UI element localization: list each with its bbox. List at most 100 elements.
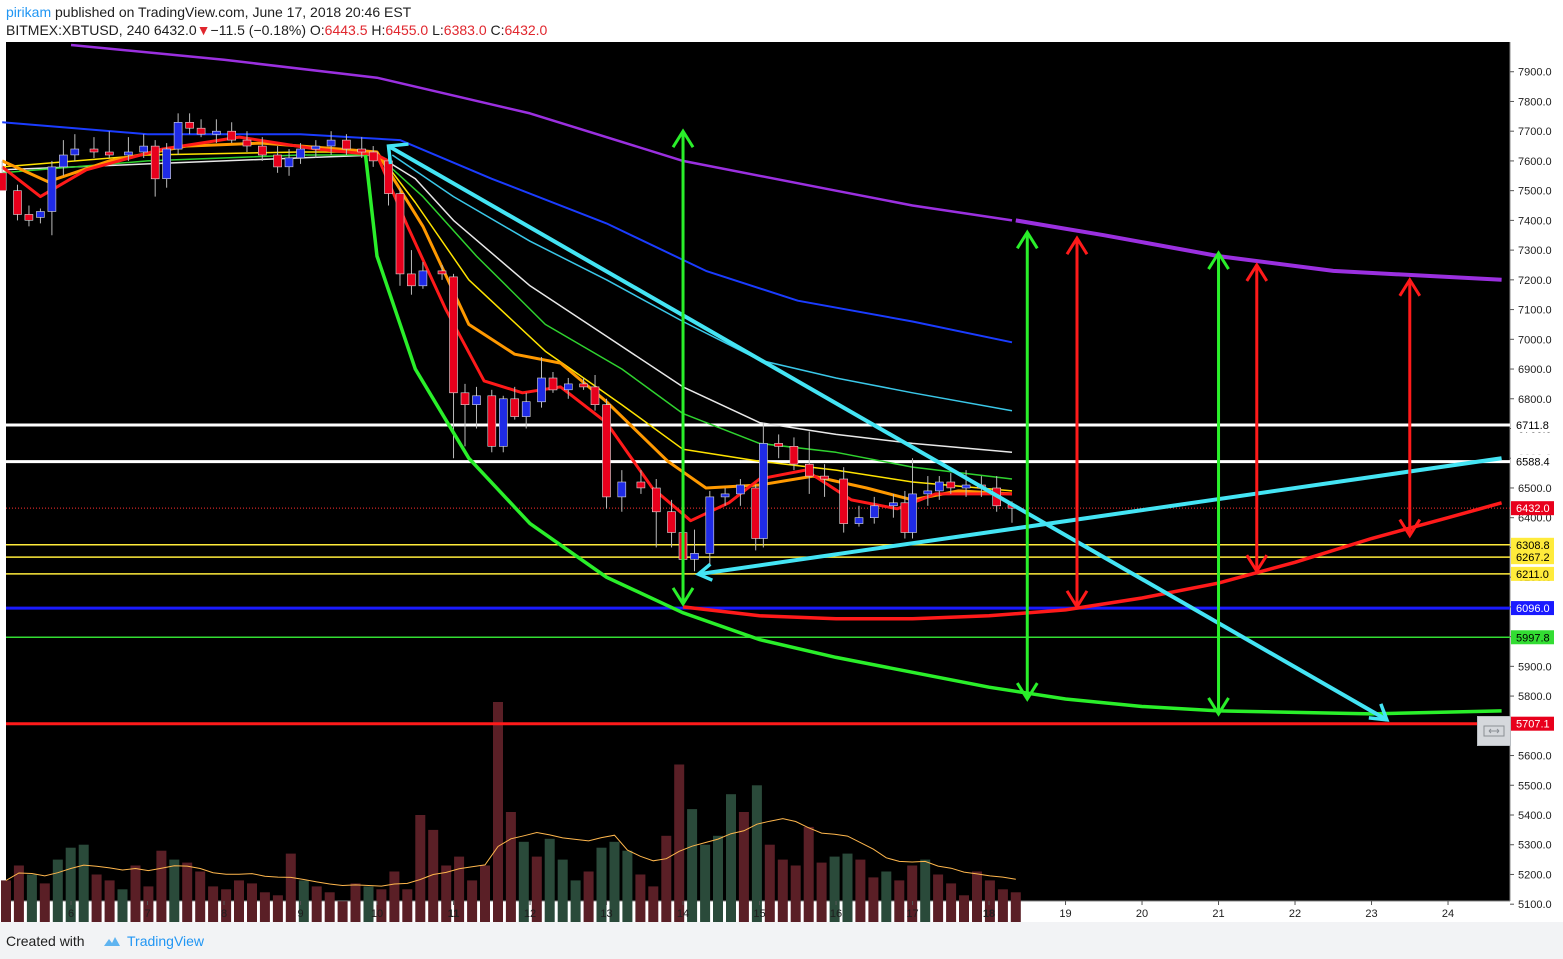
symbol-label: BITMEX:XBTUSD, 240 [6, 22, 150, 38]
y-tick-label: 7900.0 [1518, 67, 1552, 79]
chart-area[interactable]: 5100.05200.05300.05400.05500.05600.05700… [0, 42, 1563, 922]
price-label-text: 5707.1 [1516, 719, 1550, 731]
cyan-downtrend-line [387, 144, 1388, 722]
candle-body [820, 475, 829, 480]
x-tick-label: 15 [753, 908, 765, 920]
volume-bar [208, 886, 219, 922]
volume-bar [285, 853, 296, 922]
x-tick-label: 23 [1365, 908, 1377, 920]
y-tick-label: 6400.0 [1518, 513, 1552, 525]
volume-bar [713, 835, 723, 922]
candle-body [173, 122, 183, 150]
volume-bar [182, 862, 193, 922]
candle-body [736, 484, 745, 495]
volume-bar [829, 856, 840, 922]
moving-average-line [2, 121, 1013, 344]
y-tick-label: 7800.0 [1518, 96, 1552, 108]
high-value: 6455.0 [385, 22, 429, 38]
volume-bar [195, 871, 206, 922]
candle-body [418, 270, 428, 287]
y-tick-label: 7100.0 [1518, 305, 1552, 317]
candle-body [537, 377, 546, 403]
candle-body [759, 443, 768, 539]
arrowhead-up [671, 128, 695, 148]
candle-body [311, 145, 321, 150]
volume-bar [104, 880, 115, 922]
x-tick-label: 20 [1136, 908, 1148, 920]
candle-body [24, 214, 34, 221]
arrowhead-down [671, 587, 695, 607]
x-tick-label: 19 [1059, 908, 1071, 920]
y-tick-label: 5600.0 [1518, 751, 1552, 763]
candle-body [900, 502, 910, 533]
volume-bar [946, 883, 957, 922]
x-tick-label: 7 [144, 908, 150, 920]
publish-info: pirikam published on TradingView.com, Ju… [6, 4, 411, 20]
volume-bar [609, 841, 620, 922]
volume-bar [480, 865, 490, 922]
candlestick-chart[interactable]: 5100.05200.05300.05400.05500.05600.05700… [0, 42, 1563, 922]
volume-bar [997, 889, 1008, 922]
volume-bar [156, 850, 167, 922]
candle-body [13, 190, 22, 215]
tradingview-link[interactable]: TradingView [102, 933, 204, 949]
x-tick-label: 10 [371, 908, 383, 920]
candle-body [342, 139, 351, 150]
volume-bar [894, 880, 905, 922]
volume-bar [596, 847, 607, 922]
candle-body [751, 487, 761, 539]
x-tick-label: 21 [1212, 908, 1224, 920]
arrowhead-up [1398, 277, 1422, 297]
trendline-arrowhead [386, 142, 409, 165]
x-tick-label: 24 [1442, 908, 1454, 920]
candle-body [150, 145, 160, 180]
y-tick-label: 5300.0 [1518, 840, 1552, 852]
candle-body [548, 377, 558, 391]
candle-body [839, 478, 849, 524]
volume-bar [78, 844, 89, 922]
x-tick-label: 9 [297, 908, 303, 920]
tradingview-brand: TradingView [127, 933, 205, 949]
volume-bar [493, 702, 503, 922]
candle-body [961, 484, 971, 489]
volume-bar [441, 865, 452, 922]
moving-average-line [376, 153, 390, 163]
candle-body [139, 145, 148, 153]
plot-background [6, 42, 1510, 901]
price-label-text: 6211.0 [1516, 569, 1549, 581]
volume-bar [143, 886, 154, 922]
volume-bar [234, 880, 244, 922]
volume-bar [467, 880, 478, 922]
y-tick-label: 6900.0 [1518, 364, 1552, 376]
scale-arrows-icon[interactable] [1477, 716, 1511, 746]
arrowhead-down [1245, 554, 1269, 575]
candle-body [460, 392, 470, 405]
price-label-text: 6711.8 [1516, 420, 1549, 432]
candle-body [472, 395, 481, 405]
candle-body [242, 139, 252, 147]
author-link[interactable]: pirikam [6, 4, 52, 20]
candle-body [284, 157, 294, 168]
open-value: 6443.5 [324, 22, 368, 38]
candle-body [946, 481, 956, 489]
volume-bar [751, 785, 762, 922]
price-label-text: 6432.0 [1516, 503, 1550, 515]
price-axis-background [1510, 42, 1563, 901]
candle-body [185, 122, 194, 129]
volume-bar [505, 812, 516, 922]
candle-body [273, 154, 282, 168]
candle-body [162, 148, 171, 180]
price-label-box [1511, 601, 1554, 616]
volume-bar [518, 841, 529, 922]
candle-body [804, 463, 814, 477]
down-arrow-icon: ▼ [196, 22, 211, 38]
y-tick-label: 7400.0 [1518, 215, 1552, 227]
y-tick-label: 7000.0 [1518, 334, 1552, 346]
volume-bar [661, 835, 672, 922]
red-support-curve [682, 501, 1503, 621]
volume-bar [972, 871, 982, 922]
candle-body [563, 383, 573, 391]
y-tick-label: 7600.0 [1518, 156, 1552, 168]
volume-bar [570, 880, 581, 922]
volume-bar [920, 859, 931, 922]
